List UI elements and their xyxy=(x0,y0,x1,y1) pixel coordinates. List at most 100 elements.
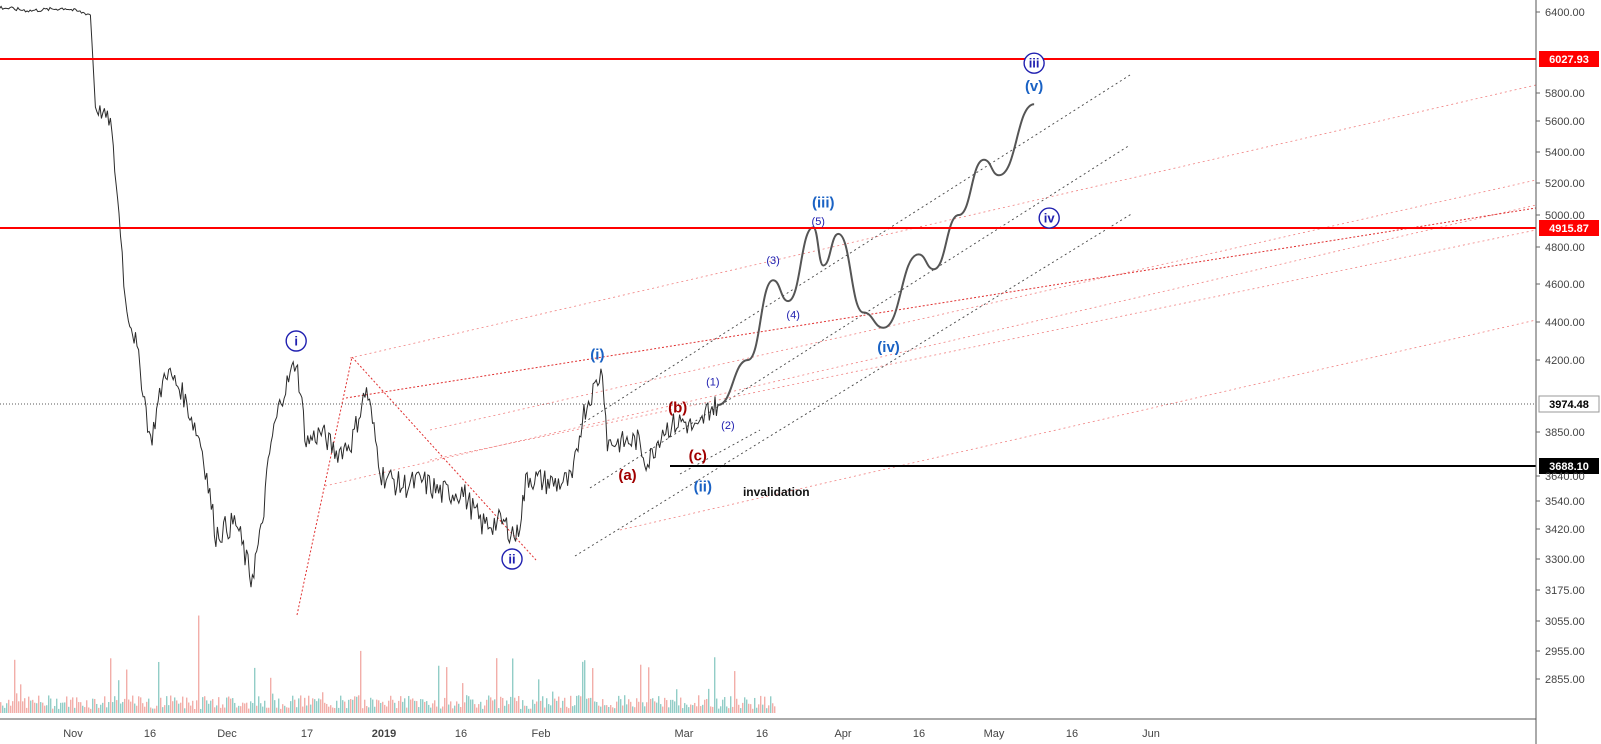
volume-bar xyxy=(334,708,336,713)
volume-bar xyxy=(142,703,144,713)
volume-bar xyxy=(102,702,104,713)
volume-bar xyxy=(428,704,430,713)
volume-bar xyxy=(184,708,186,713)
volume-bar xyxy=(672,699,674,713)
volume-bar xyxy=(682,708,684,713)
x-tick-label: Nov xyxy=(63,728,83,740)
volume-bar xyxy=(226,697,228,713)
x-tick-label: Feb xyxy=(532,728,551,740)
volume-bar xyxy=(708,688,710,713)
volume-bar xyxy=(44,705,46,713)
volume-bar xyxy=(276,707,278,713)
volume-bar xyxy=(548,704,550,713)
volume-bar xyxy=(394,702,396,713)
volume-bar xyxy=(254,667,256,713)
price-line xyxy=(0,5,719,588)
volume-bar xyxy=(88,707,90,713)
volume-bar xyxy=(664,697,666,713)
volume-bar xyxy=(116,700,118,713)
volume-bar xyxy=(520,708,522,713)
volume-bar xyxy=(538,679,540,713)
volume-bar xyxy=(98,707,100,713)
volume-bar xyxy=(326,703,328,713)
volume-bar xyxy=(522,700,524,713)
volume-bar xyxy=(746,699,748,713)
volume-bar xyxy=(550,705,552,713)
volume-bar xyxy=(42,702,44,713)
wave-label-circle xyxy=(1038,207,1060,229)
volume-bar xyxy=(204,696,206,713)
volume-bar xyxy=(702,704,704,713)
volume-bar xyxy=(410,699,412,713)
volume-bar xyxy=(448,704,450,713)
volume-bar xyxy=(720,706,722,713)
volume-bar xyxy=(666,700,668,713)
volume-bar xyxy=(274,700,276,713)
volume-bar xyxy=(724,697,726,713)
volume-bar xyxy=(296,707,298,713)
annotation-text: invalidation xyxy=(743,485,810,499)
volume-bar xyxy=(486,699,488,713)
volume-bar xyxy=(134,703,136,713)
volume-bar xyxy=(574,705,576,713)
volume-bar xyxy=(752,708,754,713)
volume-bar xyxy=(444,697,446,713)
volume-bar xyxy=(402,701,404,713)
volume-bar xyxy=(148,698,150,713)
volume-bar xyxy=(530,708,532,713)
volume-bar xyxy=(310,704,312,713)
volume-bar xyxy=(230,698,232,713)
volume-bar xyxy=(532,699,534,713)
volume-bar xyxy=(338,707,340,713)
volume-bar xyxy=(734,671,736,713)
wave-label-circle xyxy=(1023,52,1045,74)
volume-bar xyxy=(340,695,342,713)
volume-bar xyxy=(166,696,168,713)
volume-bar xyxy=(618,695,620,713)
volume-bar xyxy=(264,700,266,713)
volume-bar xyxy=(760,695,762,713)
volume-bar xyxy=(744,697,746,713)
volume-bar xyxy=(372,699,374,713)
wave-label: (5) xyxy=(812,216,825,228)
volume-bar xyxy=(638,701,640,713)
volume-bar xyxy=(490,697,492,713)
volume-bar xyxy=(758,704,760,713)
volume-bar xyxy=(364,699,366,713)
volume-bar xyxy=(526,705,528,713)
volume-bar xyxy=(48,695,50,713)
volume-bar xyxy=(482,708,484,713)
horizontal-levels[interactable]: 6027.93 4915.87 3974.48 3688.10 xyxy=(0,51,1600,474)
volume-bar xyxy=(200,708,202,713)
price-tag xyxy=(1539,458,1599,474)
volume-bar xyxy=(232,698,234,713)
price-tag-label: 6027.93 xyxy=(1549,54,1589,66)
volume-bar xyxy=(582,661,584,713)
fib-channel-line xyxy=(324,204,1537,487)
volume-bar xyxy=(594,701,596,713)
volume-bar xyxy=(478,704,480,713)
volume-bar xyxy=(626,704,628,713)
volume-bar xyxy=(572,706,574,713)
volume-bar xyxy=(642,702,644,713)
volume-bar xyxy=(700,706,702,713)
trend-channels xyxy=(296,74,1537,616)
volume-bar xyxy=(438,665,440,713)
volume-bar xyxy=(628,699,630,713)
volume-bar xyxy=(328,706,330,713)
volume-bar xyxy=(688,707,690,713)
volume-bar xyxy=(772,703,774,713)
volume-bar xyxy=(288,707,290,713)
y-tick-label: 3300.00 xyxy=(1545,554,1585,566)
x-tick-label: 16 xyxy=(1066,728,1078,740)
x-tick-label: 17 xyxy=(301,728,313,740)
volume-bar xyxy=(652,698,654,713)
volume-bar xyxy=(38,695,40,713)
volume-bar xyxy=(680,697,682,713)
volume-bar xyxy=(198,615,200,713)
volume-bar xyxy=(350,699,352,713)
volume-bar xyxy=(68,706,70,713)
volume-bar xyxy=(740,708,742,713)
